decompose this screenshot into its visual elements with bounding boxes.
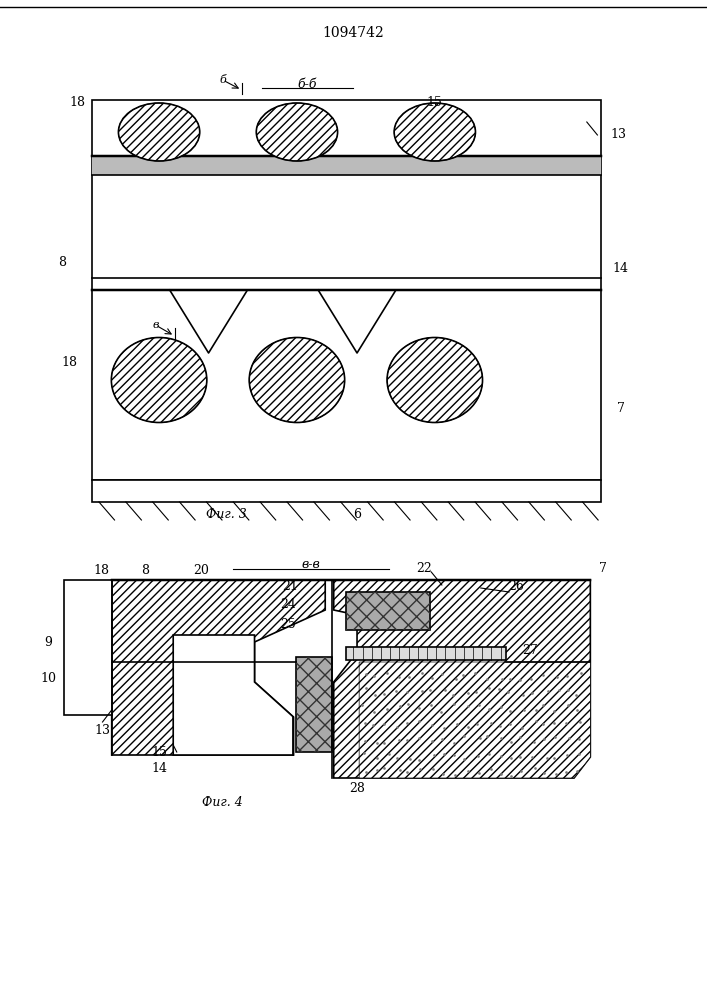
Text: в-в: в-в (302, 558, 320, 572)
Bar (346, 592, 430, 630)
Bar (92, 100, 601, 480)
Text: 14: 14 (613, 261, 629, 274)
Text: 15: 15 (427, 96, 443, 108)
Polygon shape (359, 662, 590, 778)
Text: 8: 8 (141, 564, 149, 576)
Text: 10: 10 (40, 672, 56, 684)
Bar (346, 647, 506, 660)
Text: б: б (219, 75, 226, 85)
Polygon shape (334, 580, 590, 778)
Ellipse shape (256, 103, 337, 161)
Ellipse shape (387, 338, 482, 422)
Text: 6: 6 (353, 508, 361, 522)
Text: 18: 18 (62, 357, 77, 369)
Polygon shape (173, 635, 293, 755)
Text: б-б: б-б (298, 78, 317, 91)
Polygon shape (112, 580, 325, 755)
Bar (296, 657, 332, 752)
Text: 28: 28 (349, 782, 365, 794)
Ellipse shape (395, 103, 475, 161)
Text: 9: 9 (44, 636, 52, 648)
Text: 8: 8 (58, 255, 66, 268)
Text: 27: 27 (522, 644, 538, 656)
Text: 13: 13 (95, 724, 110, 736)
Text: в: в (152, 320, 159, 330)
Bar (64, 580, 112, 715)
Ellipse shape (249, 338, 344, 422)
Ellipse shape (112, 338, 207, 422)
Text: 7: 7 (599, 562, 607, 574)
Bar (346, 592, 430, 630)
Ellipse shape (118, 103, 199, 161)
Text: 15: 15 (151, 746, 167, 758)
Text: 21: 21 (282, 580, 298, 593)
Text: 14: 14 (151, 762, 167, 774)
Text: 24: 24 (281, 598, 296, 611)
Text: 22: 22 (416, 562, 432, 574)
Bar (92, 156, 601, 175)
Bar (296, 657, 332, 752)
Text: 18: 18 (70, 96, 86, 108)
Text: 18: 18 (93, 564, 109, 576)
Text: Фиг. 3: Фиг. 3 (206, 508, 247, 522)
Text: 26: 26 (508, 580, 524, 593)
Text: 25: 25 (281, 618, 296, 632)
Text: 7: 7 (617, 401, 625, 414)
Text: 1094742: 1094742 (322, 26, 385, 40)
Text: Фиг. 4: Фиг. 4 (202, 796, 243, 808)
Text: 20: 20 (194, 564, 209, 576)
Bar (92, 480, 601, 502)
Text: 13: 13 (611, 128, 626, 141)
